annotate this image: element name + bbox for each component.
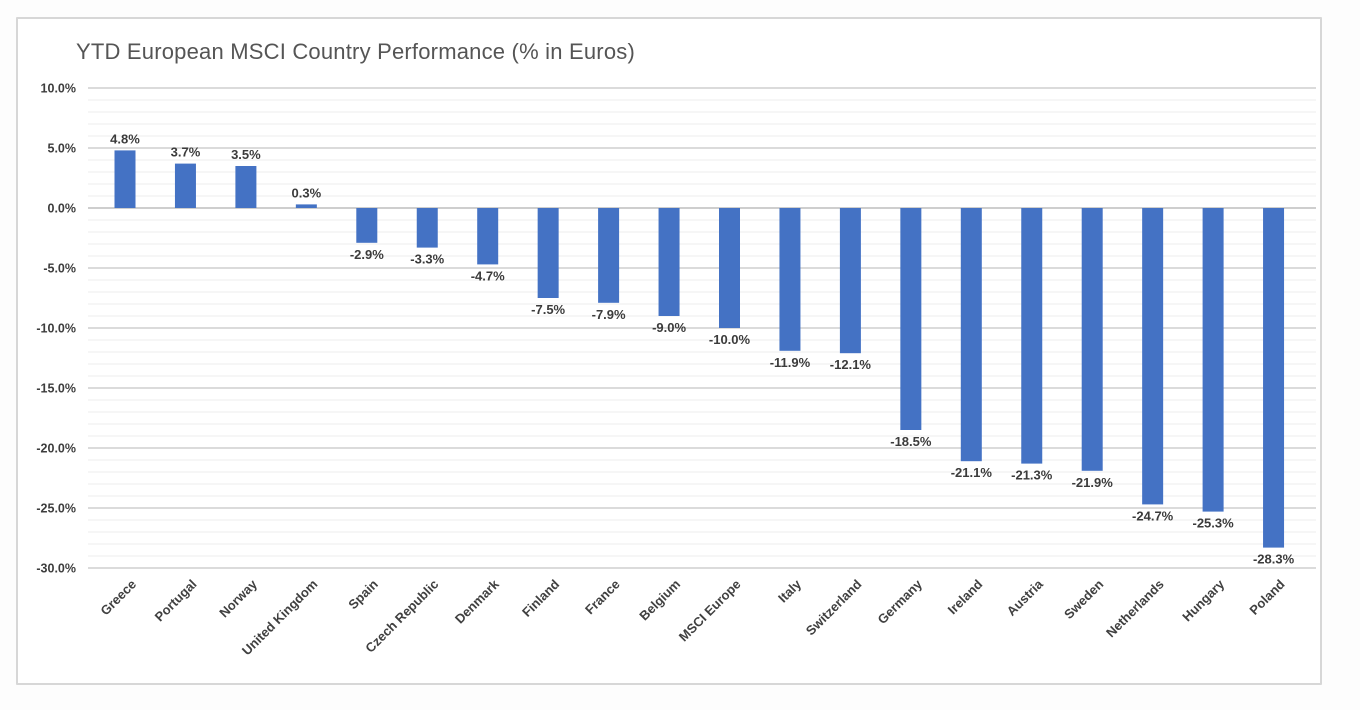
x-axis-category-label: Ireland — [945, 576, 986, 617]
bar — [1263, 208, 1285, 548]
bar — [235, 166, 257, 208]
data-label: -12.1% — [830, 357, 872, 372]
data-label: 3.7% — [171, 145, 201, 160]
data-label: -9.0% — [652, 320, 686, 335]
x-axis-category-label: Spain — [345, 576, 381, 612]
x-axis-category-label: Italy — [775, 576, 805, 606]
bar — [1021, 208, 1043, 464]
y-axis-tick-label: -15.0% — [36, 382, 76, 396]
x-axis-category-label: Norway — [216, 576, 260, 620]
x-axis-category-label: Portugal — [152, 577, 200, 625]
bar — [356, 208, 378, 243]
y-axis-tick-label: -10.0% — [36, 322, 76, 336]
data-label: -28.3% — [1253, 552, 1295, 567]
data-label: 0.3% — [292, 185, 322, 200]
data-label: -7.5% — [531, 302, 565, 317]
bar — [839, 208, 861, 354]
data-label: 4.8% — [110, 131, 140, 146]
bar — [174, 163, 196, 208]
data-label: -24.7% — [1132, 508, 1174, 523]
x-axis-category-label: Denmark — [452, 576, 502, 626]
data-label: 3.5% — [231, 147, 261, 162]
x-axis-category-label: Sweden — [1061, 576, 1106, 621]
x-axis-category-label: Poland — [1246, 576, 1287, 617]
bar — [779, 208, 801, 351]
data-label: -4.7% — [471, 268, 505, 283]
bar — [719, 208, 740, 328]
bar — [658, 208, 680, 316]
bar — [295, 204, 317, 208]
x-axis-category-label: Hungary — [1179, 576, 1227, 624]
data-label: -21.1% — [951, 465, 993, 480]
chart-title: YTD European MSCI Country Performance (%… — [76, 39, 635, 64]
y-axis-tick-label: -20.0% — [36, 442, 76, 456]
data-label: -18.5% — [890, 434, 932, 449]
data-label: -21.3% — [1011, 468, 1053, 483]
y-axis-tick-label: 5.0% — [48, 142, 77, 156]
data-label: -7.9% — [592, 307, 626, 322]
bar — [416, 208, 438, 248]
bar — [960, 208, 982, 462]
data-label: -11.9% — [770, 355, 811, 370]
data-label: -2.9% — [350, 247, 384, 262]
x-axis-category-label: Finland — [519, 576, 562, 619]
y-axis-tick-label: -30.0% — [36, 562, 76, 576]
bar — [598, 208, 620, 303]
bar — [537, 208, 559, 298]
bar — [1142, 208, 1164, 505]
chart-frame: YTD European MSCI Country Performance (%… — [16, 17, 1322, 685]
x-axis-category-label: Greece — [97, 577, 139, 619]
bar — [1081, 208, 1103, 471]
bar — [114, 150, 136, 208]
x-axis-category-label: Switzerland — [803, 576, 865, 638]
data-label: -25.3% — [1192, 516, 1234, 531]
y-axis-tick-label: 10.0% — [41, 82, 76, 96]
x-axis-category-label: Austria — [1004, 576, 1047, 619]
x-axis-category-label: Germany — [875, 576, 926, 627]
bar-chart-plot: 10.0% 5.0% 0.0% -5.0% -10.0% -15.0% -20.0% -25.… — [36, 82, 1316, 658]
x-axis-category-label: MSCI Europe — [676, 577, 744, 645]
x-axis-category-label: Netherlands — [1103, 577, 1167, 641]
x-axis-category-label: Belgium — [636, 577, 683, 624]
x-axis-category-label: France — [582, 577, 623, 618]
bar — [1202, 208, 1224, 512]
bar — [900, 208, 922, 430]
y-axis-tick-label: 0.0% — [48, 202, 77, 216]
data-label: -3.3% — [410, 252, 444, 267]
data-label: -21.9% — [1072, 475, 1114, 490]
y-axis-tick-label: -25.0% — [36, 502, 76, 516]
y-axis-tick-label: -5.0% — [43, 262, 76, 276]
data-label: -10.0% — [709, 332, 751, 347]
bar — [477, 208, 499, 265]
